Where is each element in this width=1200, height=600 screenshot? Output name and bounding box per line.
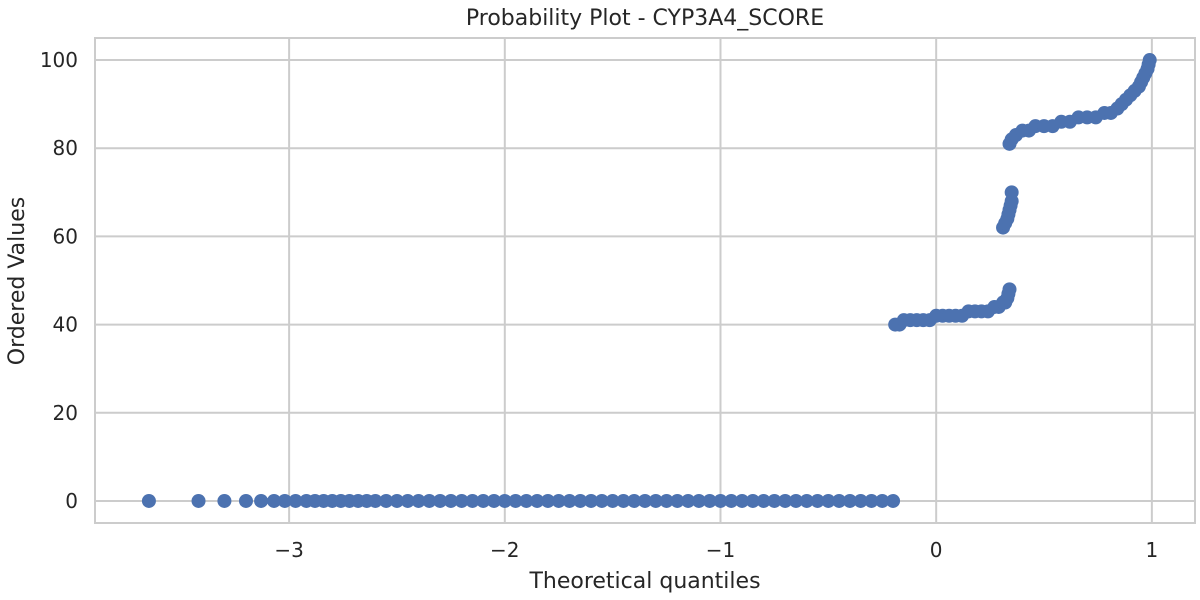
data-point xyxy=(411,493,426,508)
data-point xyxy=(476,493,491,508)
data-point xyxy=(288,493,303,508)
data-point xyxy=(864,493,879,508)
y-tick-label: 0 xyxy=(65,489,78,513)
y-tick-label: 60 xyxy=(53,224,78,248)
y-tick-label: 20 xyxy=(53,401,78,425)
data-point xyxy=(551,493,566,508)
data-point xyxy=(788,493,803,508)
data-point xyxy=(254,493,269,508)
data-point xyxy=(562,493,577,508)
data-point xyxy=(573,493,588,508)
x-tick-label: −1 xyxy=(706,538,735,562)
data-point xyxy=(465,493,480,508)
data-point xyxy=(659,493,674,508)
data-point xyxy=(1002,282,1017,297)
data-point xyxy=(540,493,555,508)
y-axis-ticks: 0 20 40 60 80 100 xyxy=(40,48,78,513)
data-point xyxy=(379,493,394,508)
data-point xyxy=(627,493,642,508)
data-point xyxy=(638,493,652,508)
chart-title: Probability Plot - CYP3A4_SCORE xyxy=(466,6,824,31)
data-point xyxy=(584,493,599,508)
data-point xyxy=(1142,53,1157,68)
data-point xyxy=(799,493,814,508)
x-axis-label: Theoretical quantiles xyxy=(528,569,760,594)
data-point xyxy=(400,493,415,508)
data-point xyxy=(842,493,857,508)
data-point xyxy=(141,493,156,508)
data-point xyxy=(778,493,793,508)
data-point xyxy=(508,493,523,508)
data-point xyxy=(875,493,890,508)
y-axis-label: Ordered Values xyxy=(5,197,30,365)
data-point xyxy=(713,493,728,508)
data-point xyxy=(519,493,534,508)
y-tick-label: 80 xyxy=(53,136,78,160)
data-point xyxy=(389,493,404,508)
data-point xyxy=(832,493,847,508)
data-point xyxy=(277,493,292,508)
data-point xyxy=(616,493,631,508)
data-point xyxy=(191,493,206,508)
data-point xyxy=(422,493,437,508)
data-point xyxy=(267,493,282,508)
x-tick-label: −2 xyxy=(490,538,519,562)
data-point xyxy=(238,493,253,508)
data-points xyxy=(141,53,1157,508)
x-tick-label: 0 xyxy=(930,538,943,562)
data-point xyxy=(810,493,825,508)
data-point xyxy=(756,493,771,508)
data-point xyxy=(605,493,620,508)
data-point xyxy=(745,493,760,508)
data-point xyxy=(454,493,469,508)
data-point xyxy=(670,493,685,508)
data-point xyxy=(691,493,706,508)
data-point xyxy=(886,493,901,508)
data-point xyxy=(487,493,502,508)
data-point xyxy=(681,493,696,508)
x-tick-label: −3 xyxy=(274,538,303,562)
y-tick-label: 40 xyxy=(53,313,78,337)
data-point xyxy=(433,493,448,508)
data-point xyxy=(594,493,609,508)
data-point xyxy=(724,493,739,508)
data-point xyxy=(368,493,383,508)
data-point xyxy=(217,493,232,508)
data-point xyxy=(735,493,750,508)
data-point xyxy=(530,493,545,508)
data-point xyxy=(821,493,836,508)
data-point xyxy=(702,493,717,508)
data-point xyxy=(1004,185,1019,200)
y-tick-label: 100 xyxy=(40,48,78,72)
x-axis-ticks: −3 −2 −1 0 1 xyxy=(274,538,1158,562)
data-point xyxy=(497,493,512,508)
data-point xyxy=(648,493,663,508)
plot-frame xyxy=(94,37,1196,524)
data-point xyxy=(767,493,782,508)
x-tick-label: 1 xyxy=(1145,538,1158,562)
data-point xyxy=(853,493,868,508)
data-point xyxy=(443,493,458,508)
grid-lines xyxy=(95,38,1195,523)
